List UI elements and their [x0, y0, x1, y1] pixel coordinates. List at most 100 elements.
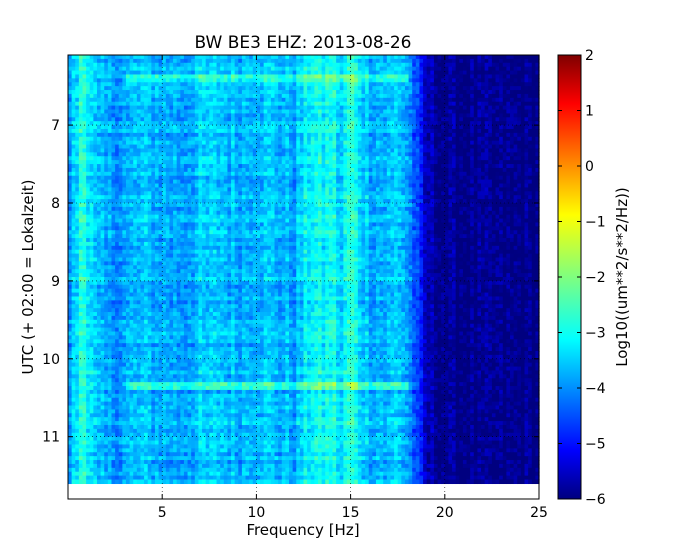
heatmap-cell: [165, 183, 171, 189]
heatmap-cell: [75, 144, 80, 150]
heatmap-cell: [162, 97, 167, 103]
heatmap-cell: [368, 101, 373, 107]
heatmap-cell: [82, 82, 87, 87]
heatmap-cell: [430, 93, 435, 99]
heatmap-cell: [241, 74, 247, 79]
heatmap-cell: [227, 203, 232, 208]
heatmap-cell: [325, 78, 330, 83]
heatmap-cell: [176, 187, 181, 192]
heatmap-cell: [183, 171, 189, 177]
heatmap-cell: [314, 171, 319, 177]
heatmap-cell: [448, 62, 453, 68]
heatmap-cell: [187, 101, 192, 107]
heatmap-cell: [194, 199, 200, 204]
heatmap-cell: [484, 164, 489, 169]
heatmap-cell: [484, 97, 489, 103]
heatmap-cell: [118, 136, 123, 142]
heatmap-cell: [158, 152, 163, 157]
heatmap-cell: [481, 183, 486, 189]
heatmap-cell: [520, 171, 526, 177]
heatmap-cell: [71, 129, 76, 134]
heatmap-cell: [216, 191, 221, 196]
heatmap-cell: [122, 136, 127, 142]
heatmap-cell: [89, 164, 94, 169]
heatmap-cell: [71, 179, 76, 185]
heatmap-cell: [441, 55, 446, 60]
heatmap-cell: [328, 58, 334, 64]
heatmap-cell: [401, 58, 406, 64]
heatmap-cell: [307, 74, 312, 79]
heatmap-cell: [86, 93, 91, 99]
heatmap-cell: [365, 187, 370, 192]
heatmap-cell: [227, 187, 232, 192]
heatmap-cell: [433, 78, 439, 83]
heatmap-cell: [513, 152, 518, 157]
heatmap-cell: [499, 93, 504, 99]
heatmap-cell: [281, 160, 286, 165]
heatmap-cell: [354, 136, 359, 142]
heatmap-cell: [372, 55, 377, 60]
heatmap-cell: [296, 93, 301, 99]
heatmap-cell: [332, 113, 337, 118]
heatmap-cell: [513, 140, 518, 146]
heatmap-cell: [191, 175, 196, 181]
heatmap-cell: [415, 175, 421, 181]
heatmap-cell: [473, 113, 478, 118]
heatmap-cell: [194, 195, 200, 200]
heatmap-cell: [82, 148, 87, 153]
heatmap-cell: [462, 93, 468, 99]
heatmap-cell: [220, 90, 225, 95]
heatmap-cell: [249, 66, 254, 72]
heatmap-cell: [441, 121, 446, 126]
heatmap-cell: [89, 58, 94, 64]
heatmap-cell: [173, 183, 178, 189]
heatmap-cell: [68, 125, 73, 130]
heatmap-cell: [339, 195, 344, 200]
heatmap-cell: [118, 113, 123, 118]
heatmap-cell: [481, 156, 486, 161]
heatmap-cell: [488, 175, 493, 181]
heatmap-cell: [75, 195, 80, 200]
heatmap-cell: [466, 113, 471, 118]
heatmap-cell: [100, 203, 105, 208]
heatmap-cell: [133, 152, 138, 157]
heatmap-cell: [93, 203, 98, 208]
heatmap-cell: [209, 195, 214, 200]
heatmap-cell: [332, 148, 337, 153]
heatmap-cell: [191, 109, 196, 115]
heatmap-cell: [267, 152, 272, 157]
heatmap-cell: [426, 148, 431, 153]
heatmap-cell: [183, 62, 189, 68]
heatmap-cell: [107, 117, 113, 122]
heatmap-cell: [220, 148, 225, 153]
heatmap-cell: [104, 175, 109, 181]
heatmap-cell: [89, 191, 94, 196]
heatmap-cell: [390, 164, 395, 169]
heatmap-cell: [270, 160, 276, 165]
heatmap-cell: [151, 105, 156, 111]
heatmap-cell: [281, 101, 286, 107]
heatmap-cell: [285, 86, 290, 91]
heatmap-cell: [245, 199, 250, 204]
heatmap-cell: [191, 66, 196, 72]
heatmap-cell: [448, 93, 453, 99]
heatmap-cell: [510, 132, 515, 138]
heatmap-cell: [198, 117, 203, 122]
heatmap-cell: [397, 129, 402, 134]
heatmap-cell: [314, 187, 319, 192]
heatmap-cell: [93, 74, 98, 79]
heatmap-cell: [477, 58, 482, 64]
heatmap-cell: [249, 136, 254, 142]
heatmap-cell: [75, 62, 80, 68]
heatmap-cell: [452, 132, 457, 138]
heatmap-cell: [502, 152, 507, 157]
heatmap-cell: [506, 183, 511, 189]
heatmap-cell: [82, 78, 87, 83]
heatmap-cell: [115, 175, 120, 181]
heatmap-cell: [169, 203, 174, 208]
heatmap-cell: [227, 160, 232, 165]
heatmap-cell: [136, 55, 142, 60]
heatmap-cell: [125, 156, 131, 161]
heatmap-cell: [231, 58, 236, 64]
heatmap-cell: [423, 101, 428, 107]
